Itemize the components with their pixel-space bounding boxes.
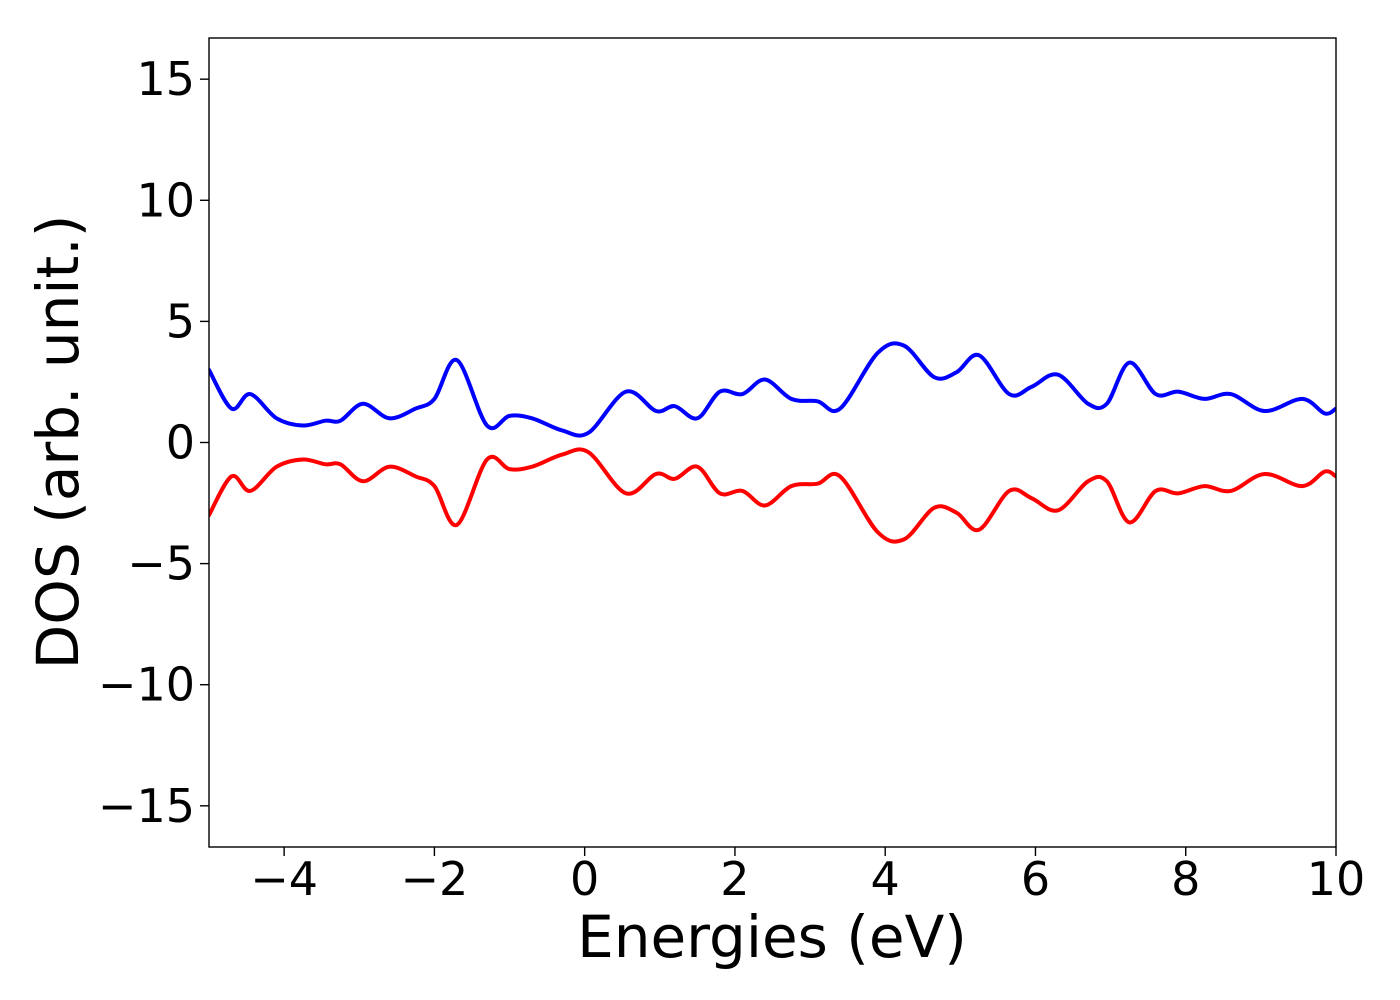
x-tick-label: 6 xyxy=(1021,852,1050,906)
x-tick-label: −2 xyxy=(400,852,468,906)
x-axis-ticks: −4 −2 0 2 4 6 8 10 xyxy=(250,847,1365,906)
series-layer xyxy=(209,341,1336,544)
x-tick-label: 10 xyxy=(1307,852,1366,906)
dos-line-blue xyxy=(209,341,1336,438)
y-tick-label: −15 xyxy=(98,779,195,833)
y-tick-label: −10 xyxy=(98,658,195,712)
x-tick-label: 0 xyxy=(570,852,599,906)
x-tick-label: 8 xyxy=(1171,852,1200,906)
x-tick-label: 4 xyxy=(871,852,900,906)
y-tick-label: 5 xyxy=(166,294,195,348)
x-axis-label: Energies (eV) xyxy=(577,903,967,971)
y-tick-label: 10 xyxy=(136,173,195,227)
x-tick-label: 2 xyxy=(720,852,749,906)
y-axis-ticks: 15 10 5 0 −5 −10 −15 xyxy=(98,52,209,833)
y-tick-label: −5 xyxy=(127,537,195,591)
y-tick-label: 15 xyxy=(136,52,195,106)
x-tick-label: −4 xyxy=(250,852,318,906)
y-tick-label: 0 xyxy=(166,416,195,470)
y-axis-label: DOS (arb. unit.) xyxy=(24,215,92,670)
dos-line-red xyxy=(209,447,1336,544)
